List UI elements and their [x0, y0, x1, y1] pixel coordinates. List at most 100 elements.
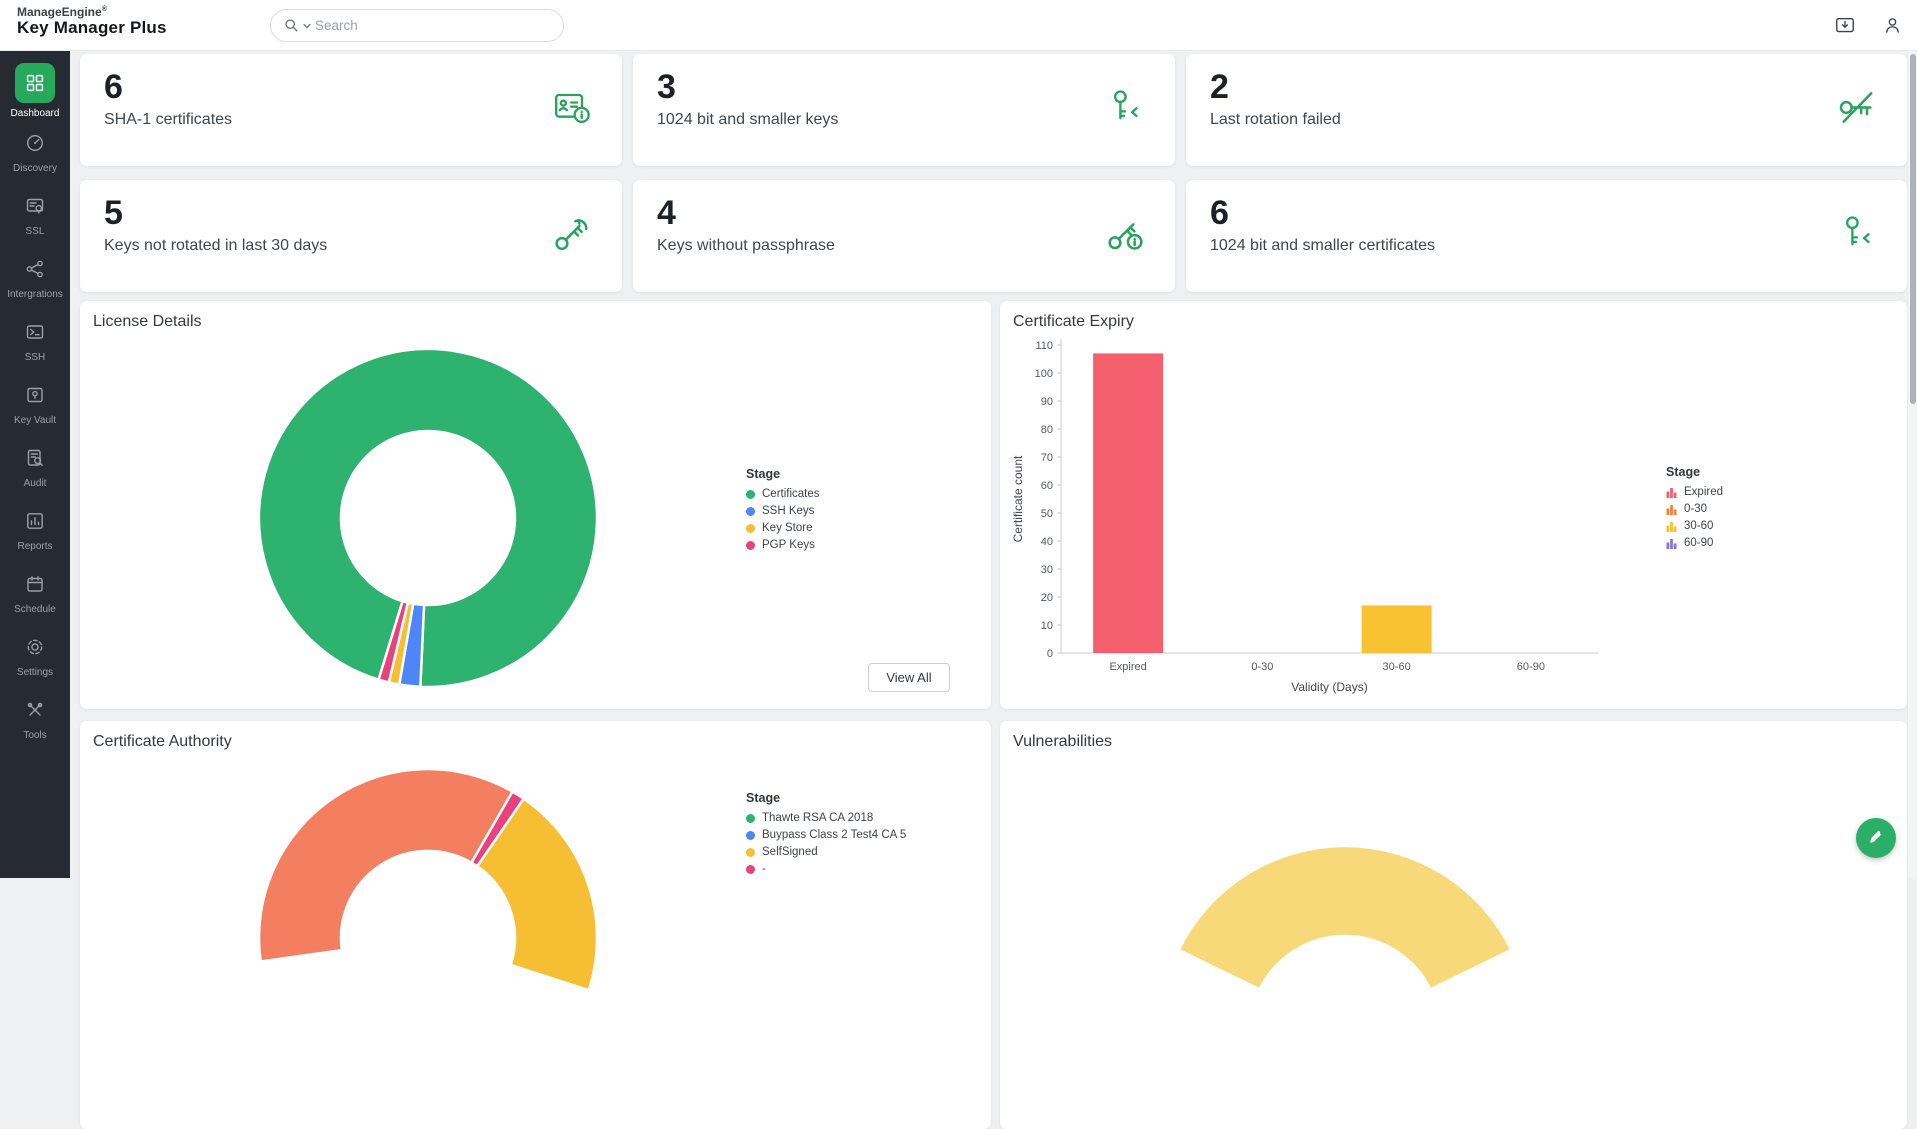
legend-item[interactable]: PGP Keys — [746, 539, 976, 551]
integrations-nodes-icon — [25, 259, 45, 284]
svg-text:20: 20 — [1041, 592, 1053, 604]
sidebar-item-reports[interactable]: Reports — [0, 500, 70, 563]
scrollbar-thumb[interactable] — [1910, 54, 1916, 404]
left-navigation-sidebar: Dashboard Discovery SSL Intergrations SS… — [0, 51, 70, 878]
user-account-icon[interactable] — [1882, 15, 1903, 36]
registered-mark: ® — [101, 6, 107, 13]
legend-label: Key Store — [762, 522, 813, 534]
stat-label: SHA-1 certificates — [104, 111, 233, 128]
page-scrollbar — [1907, 51, 1917, 878]
brand-line-manageengine: ManageEngine® — [17, 5, 107, 19]
view-all-button[interactable]: View All — [868, 663, 950, 692]
stat-value: 2 — [1210, 68, 1229, 106]
stat-card-1024bit-smaller-certificates[interactable]: 6 1024 bit and smaller certificates — [1186, 180, 1907, 292]
svg-text:100: 100 — [1035, 368, 1053, 380]
legend-item[interactable]: Key Store — [746, 522, 976, 534]
sidebar-item-label: Tools — [23, 730, 47, 741]
search-scope-caret-icon[interactable] — [303, 23, 311, 29]
app-logo[interactable]: ManageEngine® Key Manager Plus — [17, 5, 167, 38]
audit-magnifier-icon — [25, 448, 45, 473]
legend-item[interactable]: 60-90 — [1666, 537, 1896, 549]
legend-title: Stage — [1666, 465, 1701, 479]
legend-item[interactable]: Expired — [1666, 486, 1896, 498]
sidebar-item-ssl[interactable]: SSL — [0, 185, 70, 248]
settings-gear-icon — [25, 637, 45, 662]
stat-label: Keys not rotated in last 30 days — [104, 237, 328, 254]
legend-dot-icon — [746, 864, 755, 874]
legend-title: Stage — [746, 791, 781, 805]
ssh-terminal-icon — [25, 322, 45, 347]
key-info-icon — [1105, 214, 1145, 259]
certificate-authority-donut-chart — [257, 767, 599, 992]
sidebar-item-audit[interactable]: Audit — [0, 437, 70, 500]
donut-slice-pgp-keys[interactable] — [377, 599, 410, 684]
sidebar-item-label: Key Vault — [13, 415, 57, 426]
search-icon[interactable] — [284, 18, 299, 33]
sidebar-item-integrations[interactable]: Intergrations — [0, 248, 70, 311]
svg-text:Validity (Days): Validity (Days) — [1291, 680, 1367, 694]
header-actions — [1834, 0, 1903, 51]
legend-item[interactable]: SelfSigned — [746, 846, 976, 858]
agent-download-icon[interactable] — [1834, 15, 1856, 37]
sidebar-item-ssh[interactable]: SSH — [0, 311, 70, 374]
schedule-calendar-icon — [25, 574, 45, 599]
svg-text:Expired: Expired — [1109, 661, 1146, 673]
dashboard-grid-icon — [15, 62, 55, 103]
sidebar-item-label: Dashboard — [10, 107, 60, 119]
legend-label: 60-90 — [1684, 537, 1714, 549]
svg-text:80: 80 — [1041, 424, 1053, 436]
legend-label: 0-30 — [1684, 503, 1708, 515]
legend-dot-icon — [746, 813, 755, 823]
license-details-legend: Stage Certificates SSH Keys Key Store PGP Ke… — [746, 467, 976, 551]
sidebar-item-dashboard[interactable]: Dashboard — [0, 59, 70, 122]
stat-card-sha1-certificates[interactable]: 6 SHA-1 certificates — [80, 54, 622, 166]
legend-label: SSH Keys — [762, 505, 815, 517]
vulnerabilities-panel: Vulnerabilities — [1000, 721, 1907, 1129]
reports-chart-icon — [25, 511, 45, 536]
svg-text:60: 60 — [1041, 480, 1053, 492]
stat-value: 6 — [104, 68, 123, 106]
svg-text:0: 0 — [1047, 648, 1053, 660]
legend-dot-icon — [746, 847, 755, 857]
certificate-info-icon — [552, 88, 592, 133]
global-search — [270, 9, 564, 42]
legend-item[interactable]: Buypass Class 2 Test4 CA 5 — [746, 829, 976, 841]
legend-item[interactable]: SSH Keys — [746, 505, 976, 517]
legend-item[interactable]: - — [746, 863, 976, 875]
sidebar-item-tools[interactable]: Tools — [0, 689, 70, 752]
donut-slice[interactable] — [1177, 844, 1513, 992]
sidebar-item-settings[interactable]: Settings — [0, 626, 70, 689]
stat-card-keys-not-rotated-30-days[interactable]: 5 Keys not rotated in last 30 days — [80, 180, 622, 292]
stat-label: Keys without passphrase — [657, 237, 835, 254]
stat-value: 5 — [104, 194, 123, 232]
bar-expired[interactable] — [1093, 353, 1164, 653]
legend-item[interactable]: 0-30 — [1666, 503, 1896, 515]
app-title: Key Manager Plus — [17, 18, 167, 38]
stat-card-1024bit-smaller-keys[interactable]: 3 1024 bit and smaller keys — [633, 54, 1175, 166]
legend-dot-icon — [746, 506, 755, 516]
stat-value: 3 — [657, 68, 676, 106]
edit-dashboard-fab-button[interactable] — [1856, 818, 1896, 858]
sidebar-item-schedule[interactable]: Schedule — [0, 563, 70, 626]
legend-label: Buypass Class 2 Test4 CA 5 — [762, 829, 907, 841]
legend-label: PGP Keys — [762, 539, 815, 551]
stat-value: 4 — [657, 194, 676, 232]
legend-label: Expired — [1684, 486, 1723, 498]
sidebar-item-key-vault[interactable]: Key Vault — [0, 374, 70, 437]
svg-text:60-90: 60-90 — [1517, 661, 1545, 673]
legend-item[interactable]: 30-60 — [1666, 520, 1896, 532]
legend-item[interactable]: Thawte RSA CA 2018 — [746, 812, 976, 824]
key-smaller-icon — [1105, 88, 1145, 133]
svg-text:90: 90 — [1041, 396, 1053, 408]
sidebar-item-discovery[interactable]: Discovery — [0, 122, 70, 185]
panel-title-certificate-authority: Certificate Authority — [93, 733, 232, 750]
stat-card-last-rotation-failed[interactable]: 2 Last rotation failed — [1186, 54, 1907, 166]
bar-30-60[interactable] — [1361, 605, 1432, 653]
donut-slice-certificates[interactable] — [257, 347, 599, 689]
search-input[interactable] — [315, 18, 550, 33]
legend-label: Certificates — [762, 488, 820, 500]
legend-bars-icon — [1666, 521, 1677, 532]
stat-card-keys-without-passphrase[interactable]: 4 Keys without passphrase — [633, 180, 1175, 292]
legend-item[interactable]: Certificates — [746, 488, 976, 500]
sidebar-item-label: Settings — [16, 667, 54, 678]
